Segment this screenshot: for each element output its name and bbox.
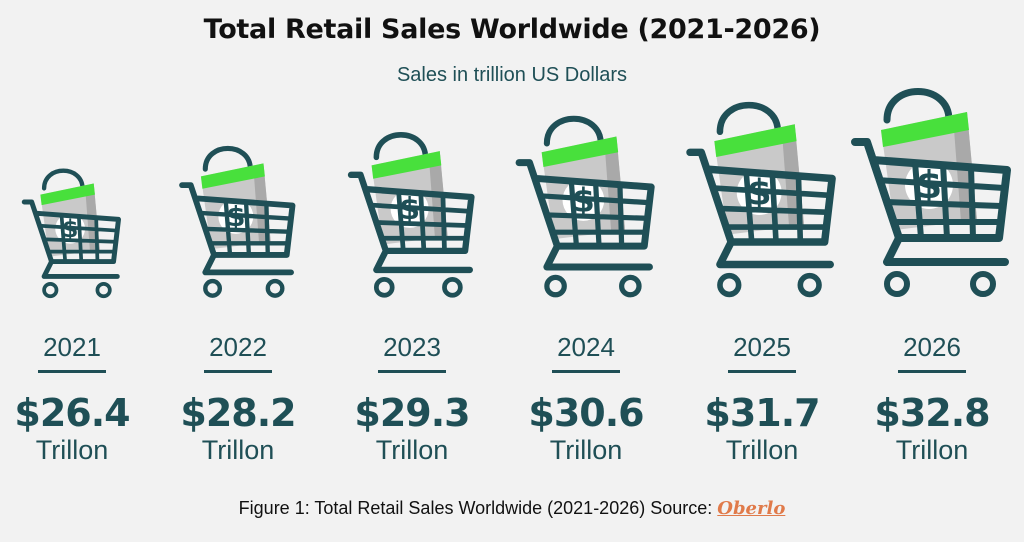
data-label: $28.2 — [180, 391, 296, 435]
shopping-cart-icon — [21, 199, 121, 299]
data-label: $31.7 — [704, 391, 820, 435]
figure-caption: Figure 1: Total Retail Sales Worldwide (… — [0, 498, 1024, 519]
divider — [898, 370, 966, 373]
cart-mark: $ — [686, 101, 836, 298]
cart-mark: $ — [851, 88, 1011, 297]
divider — [204, 370, 272, 373]
divider — [38, 370, 106, 373]
cart-mark: $ — [347, 132, 475, 298]
shopping-cart-icon — [179, 182, 296, 298]
caption-text: Figure 1: Total Retail Sales Worldwide (… — [238, 498, 713, 518]
category-label: 2023 — [383, 332, 441, 362]
cart-mark: $ — [515, 115, 655, 298]
category-column: 2022 $28.2 Trillon — [148, 330, 328, 467]
data-label: $29.3 — [354, 391, 470, 435]
shopping-cart-icon — [686, 148, 836, 298]
category-label: 2025 — [733, 332, 791, 362]
chart-title: Total Retail Sales Worldwide (2021-2026) — [203, 14, 821, 45]
category-column: 2026 $32.8 Trillon — [842, 330, 1022, 467]
unit-label: Trillon — [549, 435, 623, 465]
shopping-cart-icon — [851, 138, 1011, 297]
chart-subtitle: Sales in trillion US Dollars — [396, 64, 628, 86]
divider — [378, 370, 446, 373]
category-column: 2024 $30.6 Trillon — [496, 330, 676, 467]
divider — [552, 370, 620, 373]
cart-icons: $ $ $ $ $ $ — [21, 88, 1011, 299]
data-label: $30.6 — [528, 391, 644, 435]
unit-label: Trillon — [375, 435, 449, 465]
source-link[interactable]: Oberlo — [717, 498, 786, 519]
unit-label: Trillon — [35, 435, 109, 465]
divider — [728, 370, 796, 373]
category-column: 2023 $29.3 Trillon — [322, 330, 502, 467]
cart-mark: $ — [179, 146, 296, 298]
shopping-cart-icon — [515, 159, 655, 298]
cart-mark: $ — [21, 168, 121, 299]
category-label: 2026 — [903, 332, 961, 362]
unit-label: Trillon — [895, 435, 969, 465]
data-label: $26.4 — [14, 391, 130, 435]
unit-label: Trillon — [725, 435, 799, 465]
category-column: 2021 $26.4 Trillon — [0, 330, 162, 467]
category-label: 2021 — [43, 332, 101, 362]
unit-label: Trillon — [201, 435, 275, 465]
category-column: 2025 $31.7 Trillon — [672, 330, 852, 467]
data-label: $32.8 — [874, 391, 990, 435]
category-label: 2022 — [209, 332, 267, 362]
shopping-cart-icon — [347, 171, 475, 298]
category-label: 2024 — [557, 332, 615, 362]
